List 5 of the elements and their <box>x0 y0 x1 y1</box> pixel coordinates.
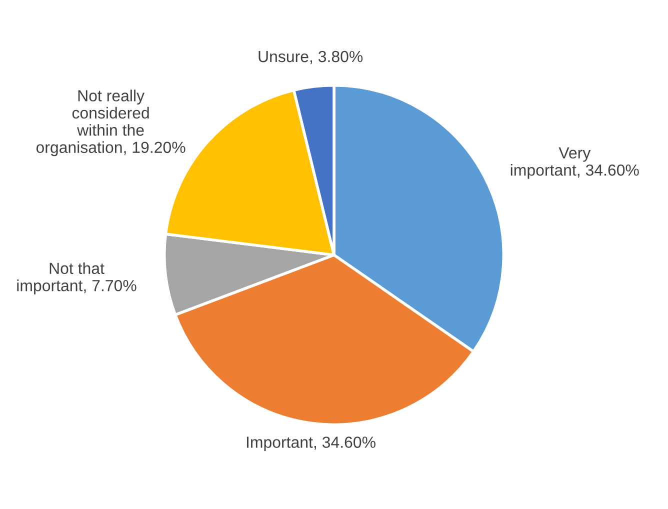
slice-label: Very important, 34.60% <box>510 147 639 179</box>
slice-label: Not really considered within the organisation, 19.20% <box>36 90 186 156</box>
slice-label: Unsure, 3.80% <box>258 50 363 64</box>
slice-label: Not that important, 7.70% <box>17 262 136 294</box>
slice-label: Important, 34.60% <box>246 436 376 452</box>
